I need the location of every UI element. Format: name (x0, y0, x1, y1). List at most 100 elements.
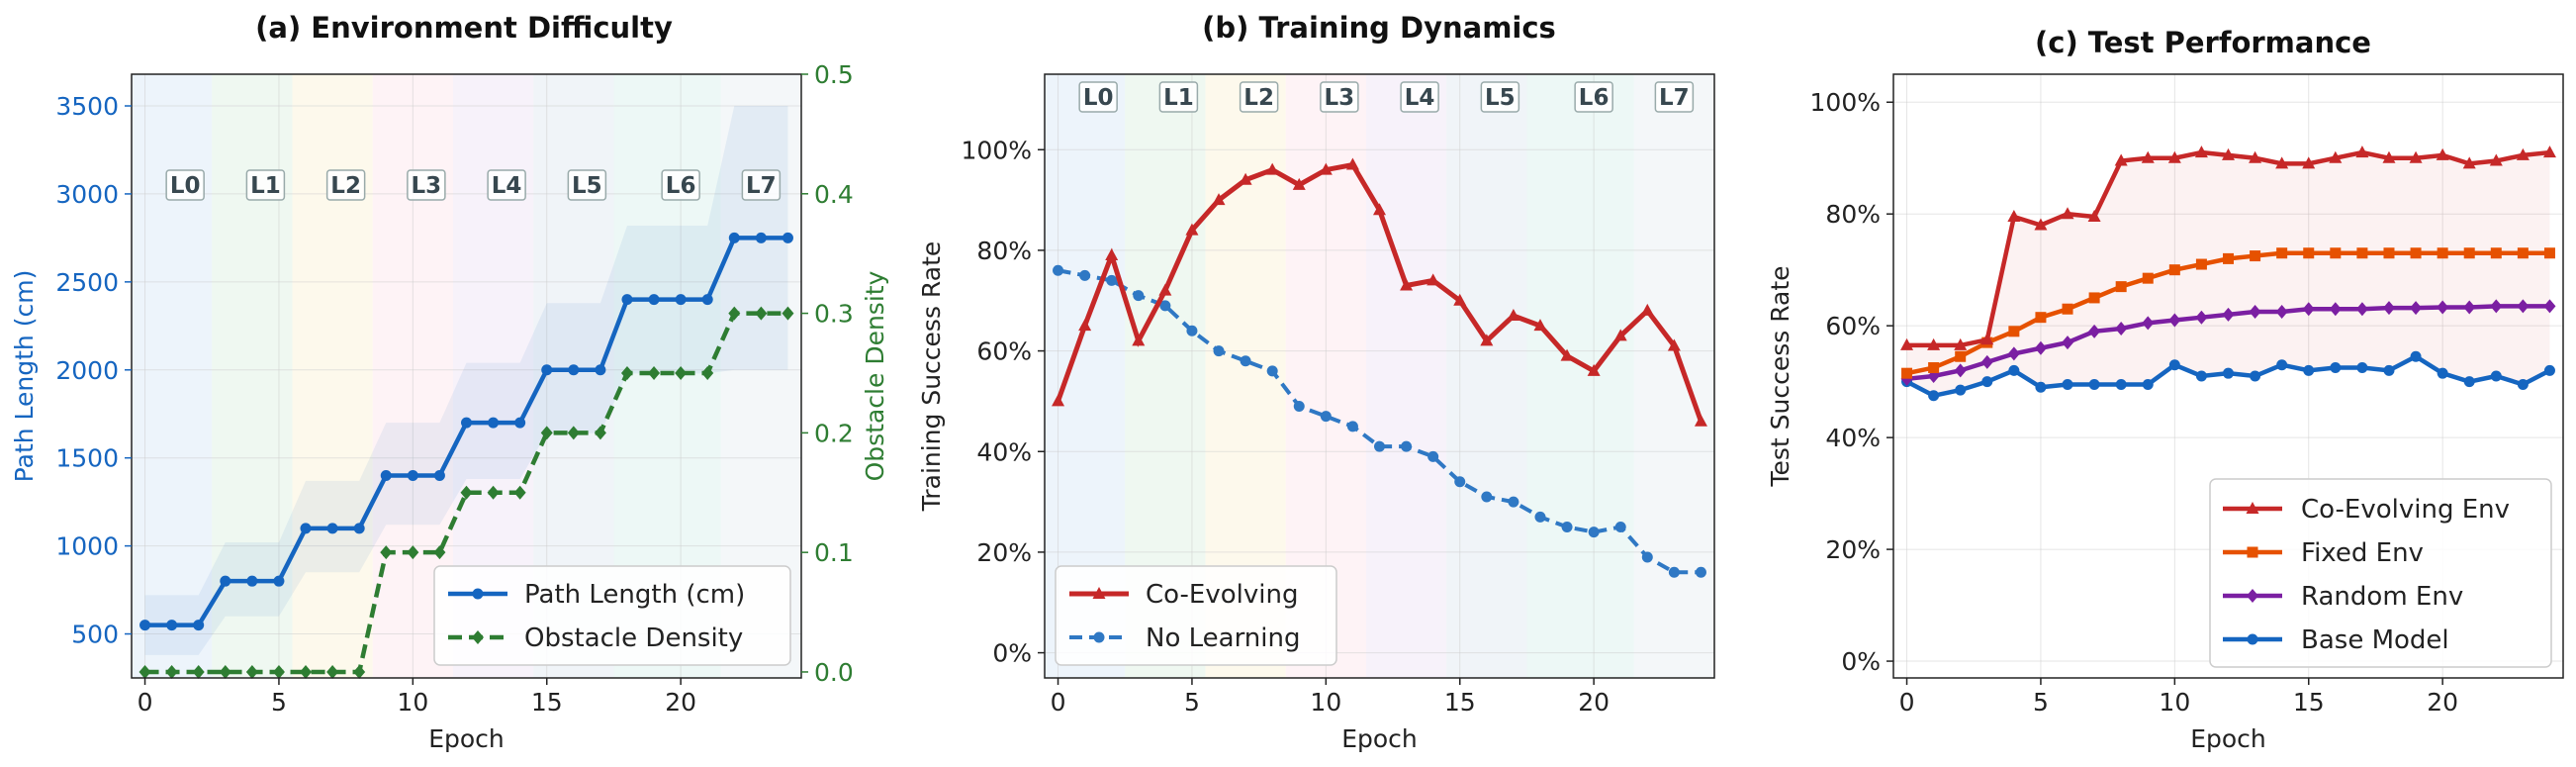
legend-coevolving-label: Co-Evolving Env (2301, 495, 2510, 525)
panel-b-training-dynamics: (b) Training Dynamics L0 L1 L2 L3 L4 L5 L6 L7 0 5… (917, 11, 1715, 753)
path-length-point-14 (514, 417, 526, 429)
level-label-5: L5 (572, 173, 602, 199)
y-tick-label-3: 2000 (55, 356, 119, 385)
level-band-2 (292, 74, 373, 678)
fixed-point-4 (2008, 326, 2020, 337)
coevolving-point-5 (2034, 218, 2048, 231)
base-point-12 (2223, 367, 2234, 379)
legend-fixed-marker (2247, 546, 2258, 558)
no-learning-point-15 (1454, 476, 1466, 488)
obstacle-density-point-19 (648, 365, 661, 380)
no-learning-point-5 (1186, 325, 1198, 336)
level-label-4: L4 (1405, 85, 1435, 111)
path-length-point-13 (488, 417, 500, 429)
path-length-point-7 (326, 523, 338, 534)
level-label-1: L1 (1163, 85, 1194, 111)
y-axis-label: Test Success Rate (1766, 265, 1794, 487)
coevolving-point-0 (1900, 337, 1914, 350)
y-tick-label-4: 80% (976, 237, 1032, 265)
obstacle-density-point-24 (782, 306, 794, 321)
random-point-16 (2329, 302, 2342, 317)
base-point-20 (2437, 367, 2448, 379)
level-label-box-2 (1239, 81, 1279, 113)
level-label-6: L6 (1579, 85, 1610, 111)
coevolving-point-15 (2302, 156, 2316, 169)
panel-a-title: (a) Environment Difficulty (255, 11, 673, 45)
fixed-point-6 (2062, 303, 2073, 315)
obstacle-density-point-11 (433, 545, 446, 560)
legend-coevolving-label: Co-Evolving (1146, 580, 1298, 610)
base-point-10 (2168, 359, 2180, 371)
no-learning-point-6 (1213, 345, 1225, 357)
y-tick-label-1: 20% (1825, 535, 1881, 564)
panel-b-title: (b) Training Dynamics (1202, 11, 1556, 45)
coevolving-point-22 (2489, 153, 2503, 166)
coevolving-point-11 (2194, 145, 2208, 158)
legend: Co-Evolving No Learning (1055, 565, 1337, 666)
coevolving-point-8 (2114, 153, 2128, 166)
obstacle-density-point-5 (272, 664, 285, 679)
obstacle-density-point-13 (487, 485, 500, 500)
level-label-box-2 (325, 169, 366, 201)
base-point-19 (2410, 350, 2422, 362)
no-learning-point-22 (1641, 551, 1653, 563)
fixed-point-24 (2543, 247, 2555, 259)
random-point-4 (2007, 346, 2020, 361)
fixed-point-21 (2463, 247, 2475, 259)
path-length-point-5 (273, 575, 285, 587)
level-label-0: L0 (1083, 85, 1114, 111)
level-label-3: L3 (1325, 85, 1355, 111)
legend: Co-Evolving Env Fixed Env Random Env Base M… (2209, 478, 2552, 668)
no-learning-point-7 (1240, 355, 1251, 367)
x-axis-label: Epoch (1341, 724, 1418, 753)
coevolving-point-24 (1694, 414, 1707, 427)
legend-box (1055, 565, 1337, 666)
obstacle-density-point-9 (380, 545, 393, 560)
y-tick-label-3: 60% (1825, 312, 1881, 340)
x-tick-label-0: 0 (1051, 688, 1066, 717)
y-axis-label: Path Length (cm) (10, 270, 39, 483)
coevolving-point-14 (1426, 273, 1440, 286)
path-length-point-15 (541, 364, 553, 376)
no-learning-point-1 (1079, 269, 1091, 281)
level-label-box-6 (661, 169, 700, 201)
plot-frame (1044, 73, 1715, 679)
coevolving-point-23 (1667, 338, 1681, 351)
path-length-point-17 (595, 364, 606, 376)
level-label-box-5 (1480, 81, 1520, 113)
path-length-point-0 (139, 620, 151, 631)
random-point-21 (2463, 300, 2476, 315)
coevolving-point-8 (1265, 162, 1279, 175)
random-point-22 (2490, 299, 2503, 314)
coevolving-point-4 (2007, 210, 2021, 223)
fixed-point-2 (1955, 350, 1967, 362)
y2-tick-label-3: 0.3 (814, 300, 854, 329)
random-point-23 (2517, 299, 2530, 314)
base-point-24 (2543, 364, 2555, 376)
obstacle-density-point-4 (245, 664, 258, 679)
coevolving-point-17 (2355, 145, 2369, 158)
random-point-12 (2222, 307, 2235, 322)
random-point-20 (2437, 300, 2449, 315)
panel-a-environment-difficulty: (a) Environment Difficulty L0 L1 L2 L3 L4 L5 L… (10, 11, 889, 753)
fixed-point-17 (2356, 247, 2368, 259)
fixed-point-8 (2115, 281, 2127, 293)
x-tick-label-4: 20 (665, 688, 696, 717)
coevolving-point-7 (2087, 210, 2101, 223)
coevolving-point-1 (1078, 319, 1092, 332)
coevolving-point-19 (2409, 150, 2423, 163)
coevolving-point-7 (1239, 172, 1252, 185)
fixed-point-12 (2223, 252, 2234, 264)
path-length-point-19 (648, 294, 660, 306)
no-learning-point-19 (1561, 522, 1573, 532)
level-label-box-3 (407, 169, 446, 201)
coevolving-point-16 (1480, 334, 1494, 346)
coevolving-point-17 (1507, 309, 1520, 321)
level-label-box-6 (1574, 81, 1613, 113)
fixed-point-11 (2195, 258, 2207, 270)
no-learning-point-24 (1695, 566, 1706, 578)
x-tick-label-2: 10 (1310, 688, 1341, 717)
x-tick-label-1: 5 (1184, 688, 1200, 717)
path-length-point-2 (193, 620, 205, 631)
level-label-box-4 (1400, 81, 1439, 113)
